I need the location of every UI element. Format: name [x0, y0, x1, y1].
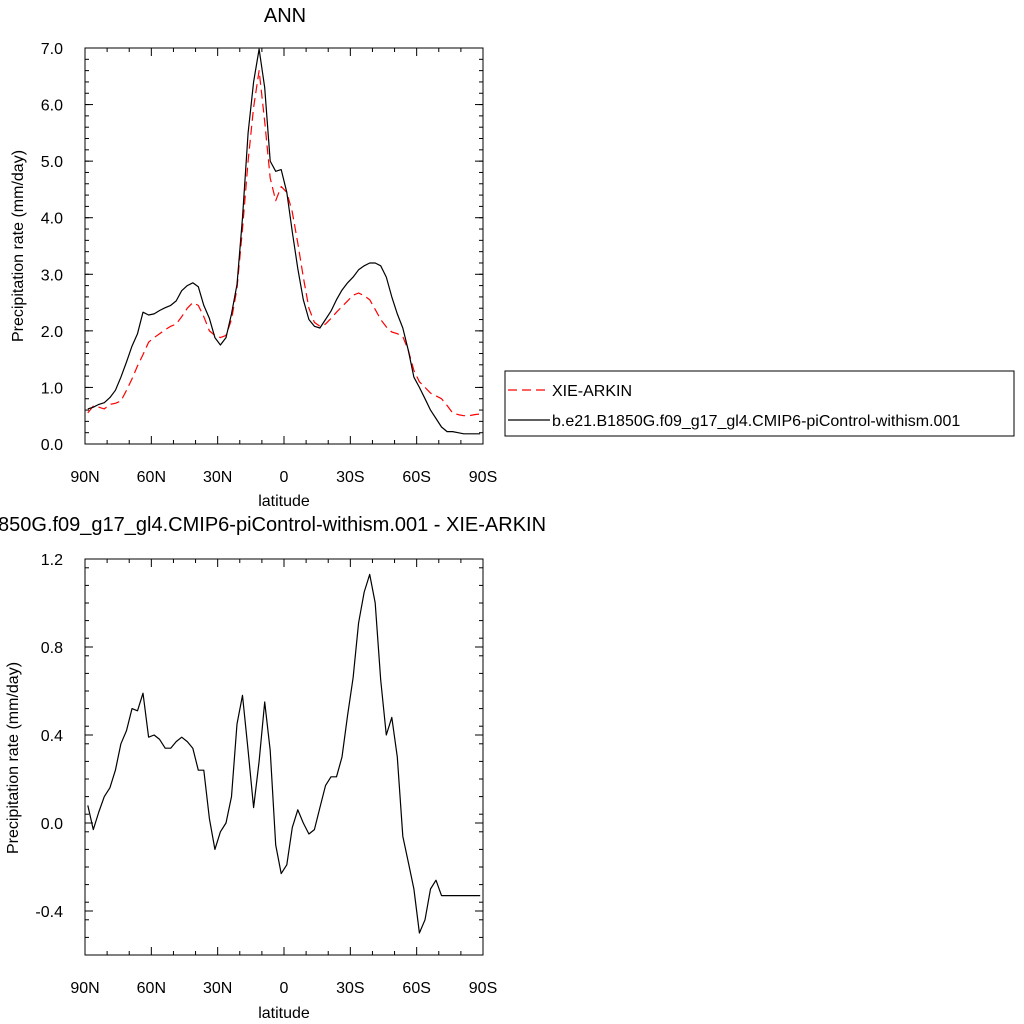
bottom-y-tick-label: -0.4 [35, 904, 63, 921]
top-x-tick-label: 90S [469, 469, 497, 486]
top-y-tick-label: 2.0 [41, 324, 63, 341]
top-x-tick-label: 30S [336, 469, 364, 486]
legend-label-model: b.e21.B1850G.f09_g17_gl4.CMIP6-piControl… [552, 413, 960, 430]
bottom-x-tick-label: 30N [203, 980, 232, 997]
bottom-x-tick-label: 60N [137, 980, 166, 997]
bottom-series-line-0 [87, 573, 481, 934]
top-y-tick-label: 5.0 [41, 154, 63, 171]
bottom-panel: b.e21.B1850G.f09_g17_gl4.CMIP6-piControl… [0, 514, 546, 1022]
top-x-tick-label: 90N [70, 469, 99, 486]
top-series-line-1 [87, 48, 481, 435]
top-y-tick-label: 3.0 [41, 267, 63, 284]
top-y-tick-label: 6.0 [41, 98, 63, 115]
top-title: ANN [264, 5, 306, 27]
bottom-ticks: 90N 60N 30N 0 30S 60S 90S -0.4 0.0 0.4 0.8 1.2 [35, 552, 497, 997]
bottom-x-tick-label: 90N [70, 980, 99, 997]
top-x-axis-label: latitude [258, 493, 310, 510]
top-series-line-0 [87, 69, 481, 417]
top-ticks: 90N 60N 30N 0 30S 60S 90S 0.0 1.0 2.0 3.0 4.0 5.0 6.0… [41, 41, 497, 486]
top-y-tick-label: 1.0 [41, 380, 63, 397]
top-y-axis-label: Precipitation rate (mm/day) [10, 150, 27, 342]
bottom-y-tick-label: 1.2 [41, 552, 63, 569]
bottom-title: b.e21.B1850G.f09_g17_gl4.CMIP6-piControl… [0, 514, 546, 536]
top-x-tick-label: 30N [203, 469, 232, 486]
top-x-tick-label: 60S [402, 469, 430, 486]
top-y-tick-label: 0.0 [41, 437, 63, 454]
top-y-tick-label: 7.0 [41, 41, 63, 58]
bottom-x-axis-label: latitude [258, 1005, 310, 1022]
top-panel: ANN 90N 60N 30N 0 30S 60S 90S 0.0 1.0 2.0 3.0 4.0 5.… [10, 5, 497, 510]
bottom-y-axis-label: Precipitation rate (mm/day) [5, 662, 22, 854]
bottom-plot-frame [84, 558, 484, 956]
bottom-x-tick-label: 90S [469, 980, 497, 997]
bottom-y-tick-label: 0.4 [41, 728, 63, 745]
bottom-x-tick-label: 0 [280, 980, 289, 997]
top-x-tick-label: 60N [137, 469, 166, 486]
bottom-series [87, 573, 481, 934]
top-x-tick-label: 0 [280, 469, 289, 486]
legend-label-xie-arkin: XIE-ARKIN [552, 383, 632, 400]
top-plot-frame [84, 47, 484, 445]
legend: XIE-ARKIN b.e21.B1850G.f09_g17_gl4.CMIP6… [504, 370, 1015, 437]
top-y-tick-label: 4.0 [41, 211, 63, 228]
bottom-y-tick-label: 0.0 [41, 816, 63, 833]
legend-box [504, 370, 1015, 437]
bottom-x-tick-label: 30S [336, 980, 364, 997]
bottom-x-tick-label: 60S [402, 980, 430, 997]
bottom-y-tick-label: 0.8 [41, 640, 63, 657]
top-series [87, 48, 481, 435]
